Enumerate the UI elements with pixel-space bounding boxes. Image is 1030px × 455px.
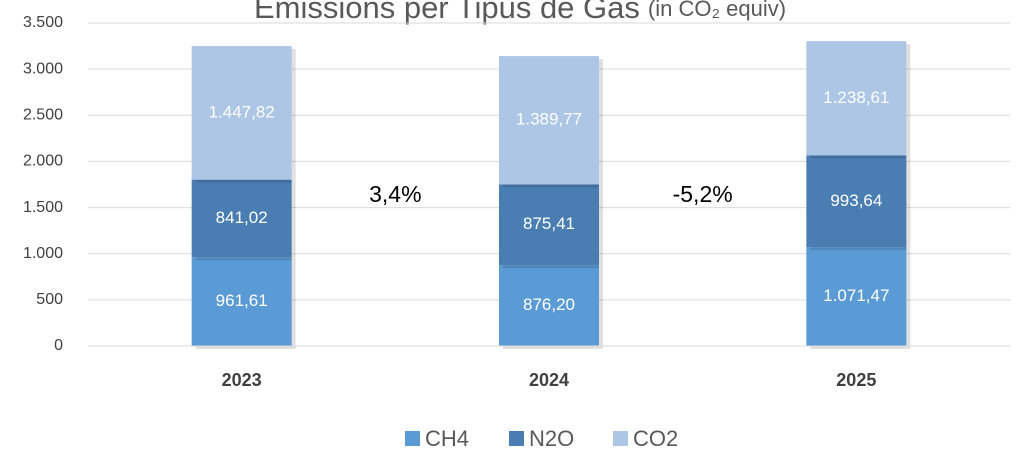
legend-swatch [509, 431, 524, 446]
annotation: -5,2% [673, 181, 733, 207]
y-tick-label: 2.500 [23, 107, 63, 124]
bar-segment [806, 41, 907, 156]
x-tick-label: 2023 [222, 370, 262, 390]
legend-swatch [405, 431, 420, 446]
data-label: 961,61 [216, 291, 268, 310]
legend-label: CH4 [425, 426, 469, 451]
data-label: 1.071,47 [823, 286, 889, 305]
y-tick-label: 3.000 [23, 60, 63, 77]
y-tick-label: 500 [36, 291, 63, 308]
legend-swatch [613, 431, 628, 446]
bar-segment [499, 184, 599, 266]
subtitle: (in CO₂ equiv) [648, 0, 786, 21]
bar-segment [191, 179, 292, 258]
y-tick-label: 3.500 [23, 14, 63, 31]
data-label: 1.238,61 [823, 88, 889, 107]
data-label: 993,64 [830, 191, 882, 210]
data-label: 1.447,82 [209, 102, 275, 121]
bar-segment [499, 265, 599, 346]
chart-title: Emissions per Tipus de Gas (in CO₂ equiv) [254, 0, 786, 25]
y-tick-label: 0 [54, 337, 63, 354]
x-tick-label: 2024 [529, 370, 569, 390]
bar-segment [191, 257, 292, 346]
data-label: 875,41 [523, 214, 575, 233]
bar-segment [499, 56, 599, 185]
bar-segment [191, 46, 292, 180]
data-label: 1.389,77 [516, 110, 582, 129]
data-label: 876,20 [523, 295, 575, 314]
y-tick-label: 2.000 [23, 153, 63, 170]
title: Emissions per Tipus de Gas [254, 0, 640, 25]
data-label: 841,02 [216, 208, 268, 227]
y-tick-label: 1.000 [23, 245, 63, 262]
bar-segment [806, 247, 907, 346]
annotation: 3,4% [369, 181, 421, 207]
x-tick-label: 2025 [836, 370, 876, 390]
y-tick-label: 1.500 [23, 199, 63, 216]
bar-segment [806, 155, 907, 248]
legend-label: N2O [529, 426, 574, 451]
legend-label: CO2 [633, 426, 678, 451]
